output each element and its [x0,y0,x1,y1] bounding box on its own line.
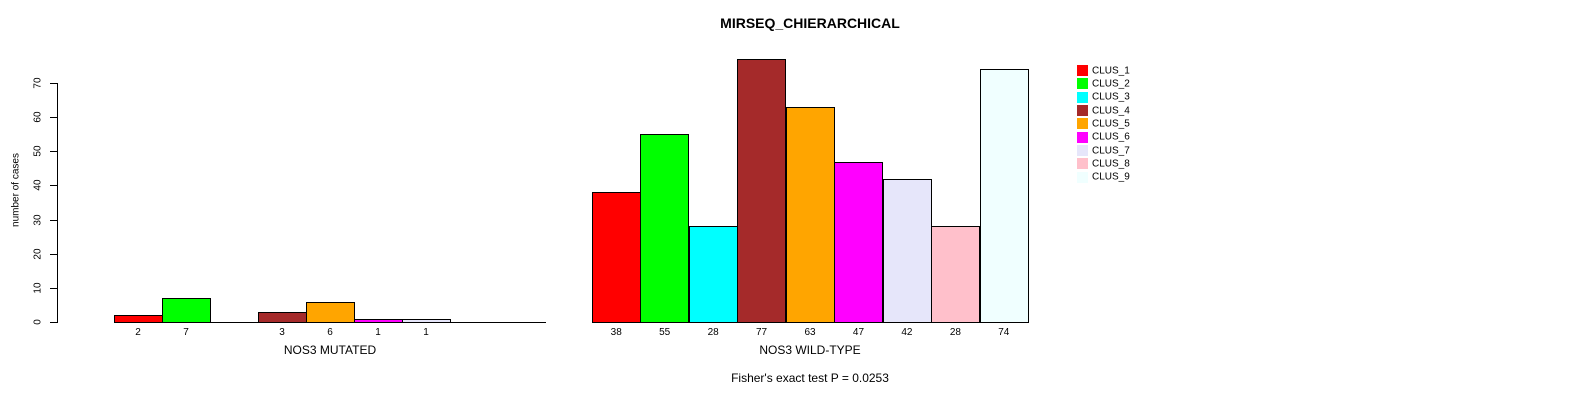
y-tick-label: 20 [32,248,44,260]
bar-value-label: 28 [707,327,719,338]
y-axis-line [57,83,58,323]
bar-value-label: 2 [135,327,141,338]
y-tick-mark [50,322,57,323]
y-tick-label: 40 [32,179,44,191]
bar-CLUS_9 [980,69,1029,323]
legend-swatch-CLUS_4 [1077,105,1088,117]
bar-value-label: 63 [804,327,816,338]
legend-swatch-CLUS_9 [1077,171,1088,183]
y-tick-label: 0 [32,319,44,325]
bar-value-label: 55 [659,327,671,338]
y-tick-mark [50,185,57,187]
bar-CLUS_8 [931,226,980,323]
legend-label-CLUS_6: CLUS_6 [1092,131,1130,143]
legend-label-CLUS_8: CLUS_8 [1092,158,1130,170]
y-tick-mark [50,117,57,119]
bar-CLUS_6 [834,161,883,323]
y-axis-title: number of cases [10,153,22,227]
y-tick-mark [50,287,57,289]
legend-label-CLUS_2: CLUS_2 [1092,78,1130,90]
legend-label-CLUS_7: CLUS_7 [1092,145,1130,157]
bar-value-label: 28 [949,327,961,338]
x-axis-group-title: NOS3 WILD-TYPE [759,343,861,357]
bar-value-label: 6 [327,327,333,338]
legend-label-CLUS_3: CLUS_3 [1092,91,1130,103]
y-tick-mark [50,151,57,153]
bar-value-label: 1 [423,327,429,338]
bar-value-label: 1 [375,327,381,338]
bar-value-label: 7 [183,327,189,338]
legend-swatch-CLUS_8 [1077,158,1088,170]
y-tick-label: 70 [32,77,44,89]
bar-CLUS_1 [592,192,641,323]
bar-value-label: 3 [279,327,285,338]
legend-swatch-CLUS_2 [1077,78,1088,90]
bar-CLUS_4 [258,311,307,323]
y-tick-mark [50,83,57,85]
bar-value-label: 74 [998,327,1010,338]
y-tick-label: 50 [32,145,44,157]
bar-CLUS_5 [786,106,835,323]
x-axis-group-title: NOS3 MUTATED [283,343,377,357]
bar-value-label: 38 [610,327,622,338]
legend-label-CLUS_1: CLUS_1 [1092,65,1130,76]
legend-swatch-CLUS_6 [1077,131,1088,143]
bar-value-label: 77 [756,327,768,338]
bar-CLUS_7 [402,318,451,323]
bar-CLUS_7 [883,178,932,323]
bar-CLUS_6 [354,318,403,323]
bar-CLUS_5 [306,301,355,323]
legend-swatch-CLUS_1 [1077,65,1088,76]
bar-CLUS_2 [640,134,689,323]
y-tick-mark [50,219,57,221]
bar-CLUS_4 [737,59,786,323]
bar-CLUS_2 [162,298,211,323]
legend-label-CLUS_9: CLUS_9 [1092,171,1130,183]
legend-swatch-CLUS_5 [1077,118,1088,130]
legend-label-CLUS_4: CLUS_4 [1092,105,1130,117]
y-tick-label: 10 [32,282,44,294]
y-tick-mark [50,253,57,255]
bar-CLUS_3 [689,226,738,323]
bar-CLUS_1 [114,315,163,323]
bar-value-label: 47 [852,327,865,338]
legend-label-CLUS_5: CLUS_5 [1092,118,1130,130]
chart-title: MIRSEQ_CHIERARCHICAL [720,15,900,31]
legend-swatch-CLUS_7 [1077,145,1088,157]
legend-swatch-CLUS_3 [1077,91,1088,103]
y-tick-label: 60 [32,111,44,123]
fisher-test-annotation: Fisher's exact test P = 0.0253 [731,371,889,385]
bar-value-label: 42 [901,327,913,338]
y-tick-label: 30 [32,214,44,226]
